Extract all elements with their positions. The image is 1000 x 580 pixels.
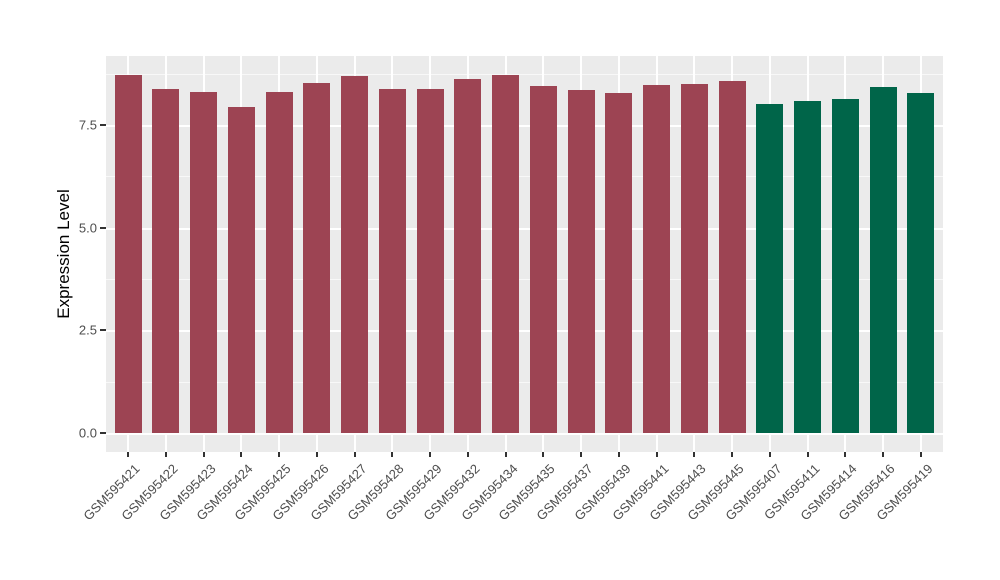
- gridline-major-y: [106, 330, 943, 333]
- x-tick-mark: [655, 452, 658, 457]
- y-tick-mark: [100, 329, 106, 332]
- x-tick-mark: [504, 452, 507, 457]
- x-tick-mark: [768, 452, 771, 457]
- x-tick-mark: [617, 452, 620, 457]
- x-tick-mark: [542, 452, 545, 457]
- x-tick-mark: [919, 452, 922, 457]
- bar: [454, 78, 482, 433]
- x-tick-mark: [127, 452, 129, 457]
- plot-panel: [106, 56, 943, 452]
- gridline-minor-y: [106, 176, 943, 178]
- x-tick-mark: [202, 452, 205, 457]
- x-tick-mark: [466, 452, 469, 457]
- x-tick-mark: [391, 452, 394, 457]
- x-tick-mark: [429, 452, 431, 457]
- bar: [680, 83, 708, 433]
- gridline-major-y: [106, 433, 943, 435]
- bar: [718, 80, 746, 433]
- y-tick-label: 0.0: [78, 425, 97, 441]
- x-tick-mark: [164, 452, 167, 457]
- bar: [831, 99, 859, 433]
- bar: [265, 91, 293, 433]
- y-tick-label: 2.5: [78, 322, 97, 338]
- y-tick-mark: [100, 432, 106, 434]
- bar: [227, 106, 255, 433]
- bar: [152, 88, 180, 433]
- gridline-minor-y: [106, 73, 943, 75]
- bar: [794, 101, 821, 433]
- x-tick-mark: [882, 452, 884, 457]
- x-tick-mark: [353, 452, 356, 457]
- y-tick-label: 5.0: [78, 220, 97, 236]
- x-tick-mark: [806, 452, 809, 457]
- y-tick-label: 7.5: [78, 117, 97, 133]
- x-tick-mark: [580, 452, 582, 457]
- gridline-major-y: [106, 227, 943, 230]
- x-tick-mark: [278, 452, 280, 457]
- bar: [756, 104, 784, 433]
- bar: [529, 85, 557, 433]
- x-tick-mark: [844, 452, 847, 457]
- gridline-major-y: [106, 124, 943, 127]
- bar: [643, 85, 670, 433]
- gridline-minor-y: [106, 278, 943, 280]
- bar: [303, 82, 331, 433]
- bar: [416, 88, 444, 433]
- bar: [190, 92, 217, 433]
- y-tick-mark: [100, 226, 106, 229]
- bar: [907, 93, 935, 433]
- bar: [341, 76, 368, 433]
- bar: [605, 92, 633, 433]
- x-tick-mark: [240, 452, 243, 457]
- y-axis-title: Expression Level: [54, 189, 73, 319]
- gridline-minor-y: [106, 381, 943, 383]
- x-tick-mark: [693, 452, 696, 457]
- bar: [492, 75, 519, 433]
- x-tick-mark: [731, 452, 733, 457]
- bar: [378, 89, 406, 433]
- x-tick-mark: [315, 452, 318, 457]
- y-tick-mark: [100, 123, 106, 126]
- bar: [114, 74, 142, 433]
- bar: [869, 86, 897, 433]
- bar: [567, 90, 595, 433]
